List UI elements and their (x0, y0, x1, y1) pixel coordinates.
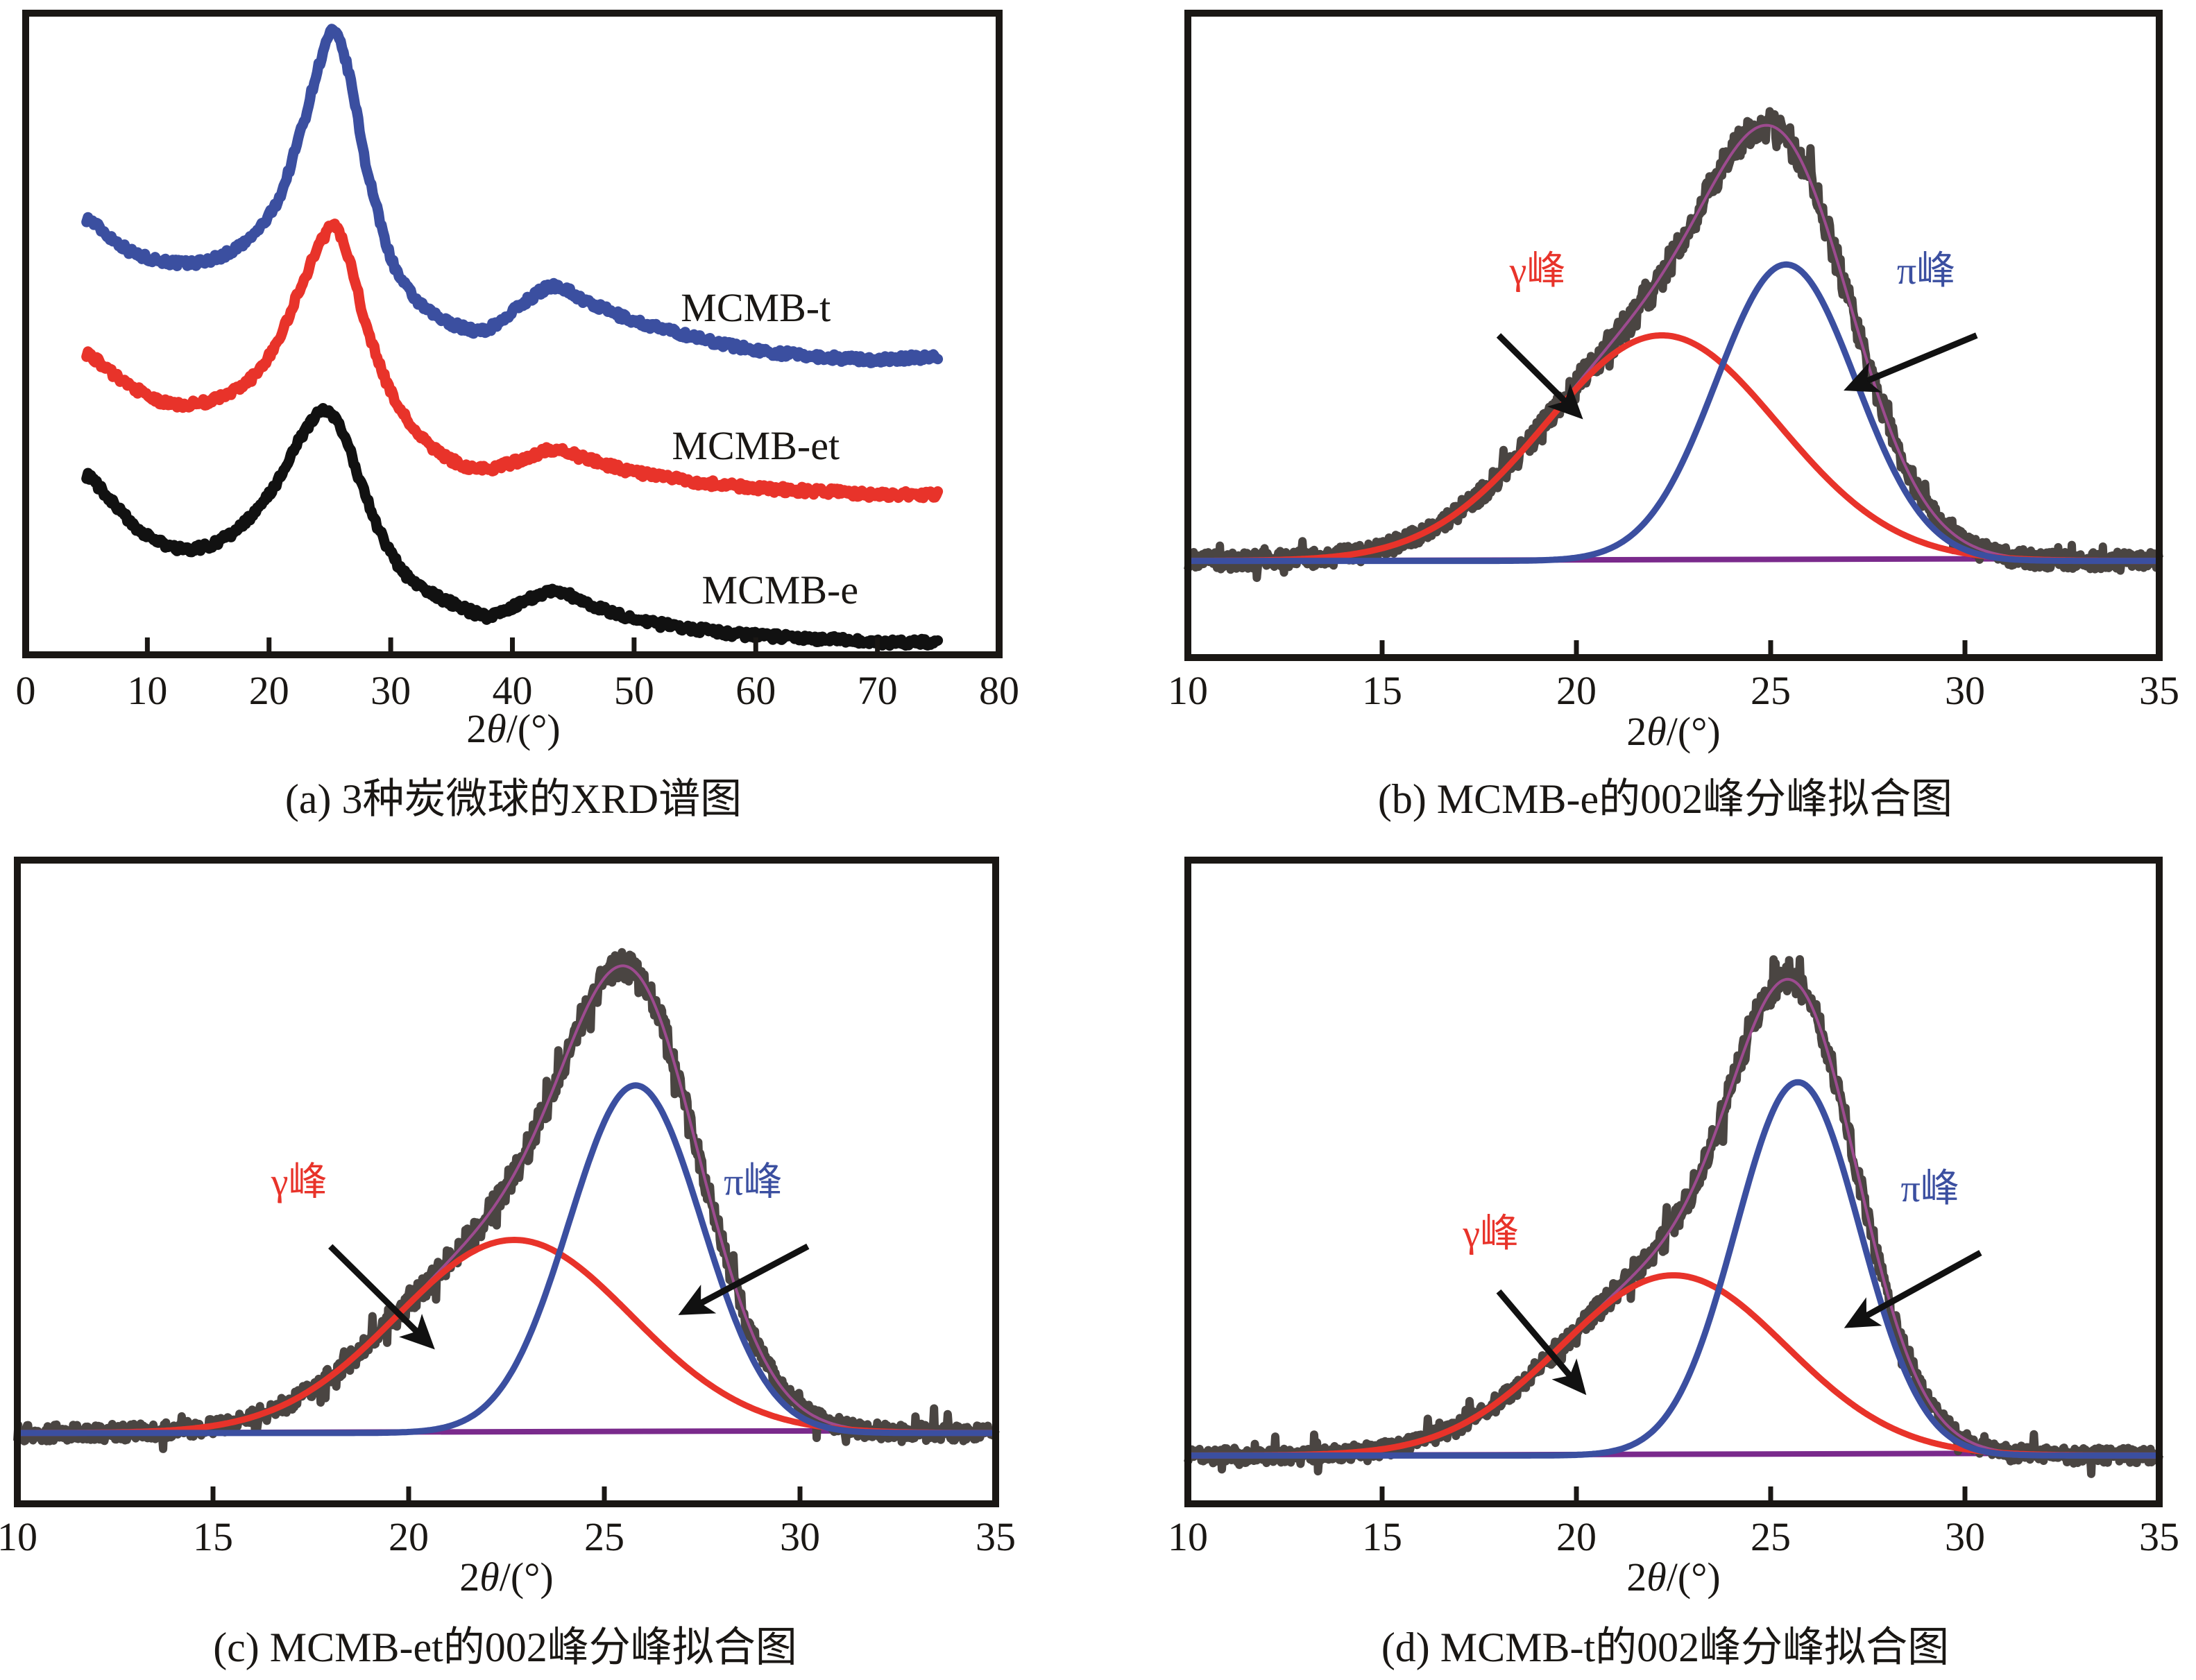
series-line-mcmb-t (81, 24, 944, 368)
panel-c-x-tick-label: 25 (584, 1514, 624, 1559)
panel-b-ticks: 10 15 20 25 30 35 (1168, 640, 2179, 713)
gamma-peak-label: γ峰 (1509, 250, 1566, 293)
panel-d-x-tick-label: 15 (1362, 1514, 1402, 1559)
series-label-mcmb-e: MCMB-e (702, 567, 859, 612)
panel-a-x-tick-label: 0 (16, 668, 36, 713)
gamma-peak-fit-line (1186, 332, 2161, 565)
panel-a-ticks: 0 10 20 30 40 50 60 70 80 (16, 637, 1019, 713)
panel-c-x-tick-label: 30 (780, 1514, 820, 1559)
panel-d-x-tick-label: 30 (1945, 1514, 1985, 1559)
gamma-peak-fit-line (1186, 1272, 2161, 1459)
series-line-mcmb-et (81, 218, 944, 504)
panel-c-x-tick-label: 35 (976, 1514, 1016, 1559)
series-label-mcmb-t: MCMB-t (681, 285, 831, 330)
pi-peak-fit-line (1186, 1079, 2161, 1459)
pi-peak-label: π峰 (724, 1161, 782, 1204)
raw-xrd-line (1184, 955, 2163, 1478)
panel-c-x-tick-label: 20 (389, 1514, 429, 1559)
panel-b-x-tick-label: 35 (2139, 668, 2179, 713)
panel-b-x-tick-label: 25 (1751, 668, 1791, 713)
pi-peak-fit-line (1186, 261, 2161, 565)
panel-a-x-tick-label: 30 (371, 668, 411, 713)
pi-symbol: π (1897, 250, 1916, 293)
panel-c-caption: (c) MCMB-et的002峰分峰拟合图 (213, 1625, 797, 1670)
pi-symbol: π (724, 1161, 743, 1204)
panel-c: γ峰 π峰 10 15 20 25 30 35 2θ/(°) (c) MCMB-et的002… (0, 857, 1016, 1670)
panel-c-ticks: 10 15 20 25 30 35 (0, 1486, 1016, 1559)
panel-d-ticks: 10 15 20 25 30 35 (1168, 1486, 2179, 1559)
gamma-suffix: 峰 (1480, 1212, 1519, 1255)
gamma-suffix: 峰 (288, 1161, 327, 1204)
raw-xrd-line (1184, 107, 2163, 583)
panel-d-x-tick-label: 10 (1168, 1514, 1208, 1559)
panel-a-x-tick-label: 50 (614, 668, 654, 713)
panel-b: γ峰 π峰 10 15 20 25 30 35 2θ/(°) (b) MCMB-e的002峰… (1168, 10, 2179, 822)
gamma-symbol: γ (1462, 1212, 1480, 1255)
panel-b-x-tick-label: 20 (1556, 668, 1597, 713)
gamma-symbol: γ (1509, 250, 1527, 293)
pi-peak-arrow-icon (1844, 1250, 1982, 1328)
pi-peak-fit-line (16, 1082, 997, 1437)
pi-peak-arrow-icon (678, 1243, 810, 1315)
gamma-peak-label: γ峰 (1462, 1212, 1519, 1255)
panel-b-caption: (b) MCMB-e的002峰分峰拟合图 (1378, 776, 1952, 822)
panel-b-frame (1184, 10, 2163, 661)
panel-d-caption: (d) MCMB-t的002峰分峰拟合图 (1381, 1625, 1949, 1670)
panel-c-x-tick-label: 15 (193, 1514, 233, 1559)
panel-a-x-tick-label: 70 (858, 668, 898, 713)
panel-a-x-tick-label: 20 (249, 668, 289, 713)
gamma-peak-fit-line (16, 1237, 997, 1437)
series-line-mcmb-e (81, 403, 944, 651)
panel-b-x-tick-label: 15 (1362, 668, 1402, 713)
panel-a-x-tick-label: 10 (127, 668, 167, 713)
panel-a: MCMB-t MCMB-et MCMB-e 0 10 20 30 40 50 60 70 80 2θ… (16, 10, 1019, 822)
panel-b-x-axis-title: 2θ/(°) (1626, 709, 1720, 754)
panel-a-x-axis-title: 2θ/(°) (466, 706, 560, 751)
panel-a-x-tick-label: 80 (979, 668, 1019, 713)
panel-b-x-tick-label: 30 (1945, 668, 1985, 713)
panel-a-caption: (a) 3种炭微球的XRD谱图 (285, 776, 742, 822)
panel-b-x-tick-label: 10 (1168, 668, 1208, 713)
panel-d-x-tick-label: 35 (2139, 1514, 2179, 1559)
pi-symbol: π (1900, 1167, 1920, 1210)
pi-suffix: 峰 (1916, 250, 1955, 293)
gamma-symbol: γ (271, 1161, 289, 1204)
gamma-peak-arrow-icon (328, 1244, 435, 1350)
panel-c-x-axis-title: 2θ/(°) (459, 1554, 553, 1600)
panel-d-x-tick-label: 20 (1556, 1514, 1597, 1559)
cumulative-fit-line (1188, 123, 2159, 563)
pi-peak-arrow-icon (1844, 332, 1978, 393)
pi-peak-label: π峰 (1897, 250, 1955, 293)
pi-suffix: 峰 (1921, 1167, 1959, 1210)
gamma-suffix: 峰 (1526, 250, 1565, 293)
panel-c-frame (14, 857, 999, 1507)
panel-c-plot: γ峰 π峰 (13, 948, 1000, 1453)
panel-a-frame (22, 10, 1003, 658)
panel-c-x-tick-label: 10 (0, 1514, 37, 1559)
panel-d-x-axis-title: 2θ/(°) (1626, 1554, 1720, 1600)
gamma-peak-arrow-icon (1496, 333, 1583, 420)
gamma-peak-arrow-icon (1496, 1289, 1587, 1396)
series-label-mcmb-et: MCMB-et (672, 423, 840, 468)
panel-b-plot: γ峰 π峰 (1184, 107, 2163, 583)
panel-d-frame (1184, 857, 2163, 1507)
panel-a-plot: MCMB-t MCMB-et MCMB-e (81, 24, 944, 651)
panel-a-x-tick-label: 40 (493, 668, 533, 713)
pi-suffix: 峰 (743, 1161, 782, 1204)
panel-d-x-tick-label: 25 (1751, 1514, 1791, 1559)
pi-peak-label: π峰 (1900, 1167, 1959, 1210)
gamma-peak-label: γ峰 (271, 1161, 327, 1204)
panel-a-x-tick-label: 60 (735, 668, 776, 713)
